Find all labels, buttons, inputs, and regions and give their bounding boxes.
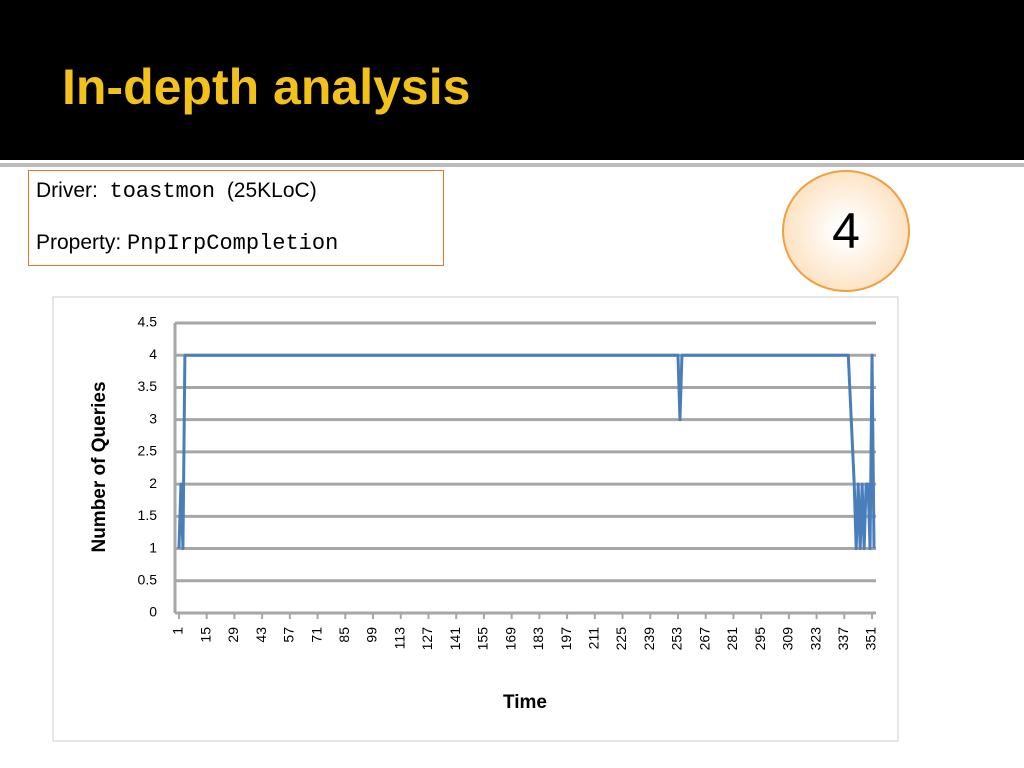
header: [0, 0, 1024, 160]
y-axis-title: Number of Queries: [89, 381, 110, 552]
x-tick-label: 57: [281, 627, 297, 643]
x-tick-label: 183: [530, 627, 546, 651]
x-tick-label: 141: [447, 627, 463, 651]
badge: 4: [782, 170, 910, 292]
y-tick-label: 4: [149, 346, 157, 362]
x-tick-label: 127: [419, 627, 435, 651]
x-tick-label: 211: [586, 627, 602, 650]
label: Property:: [36, 231, 122, 254]
x-tick-label: 29: [225, 627, 241, 643]
x-tick-label: 169: [502, 627, 518, 651]
y-tick-label: 2: [149, 475, 157, 491]
label: Driver:: [36, 179, 98, 202]
divider: [0, 163, 1024, 167]
x-tick-label: 113: [391, 627, 407, 650]
y-tick-label: 1.5: [138, 507, 158, 523]
x-tick-label: 197: [558, 627, 574, 651]
data-line: [177, 353, 876, 551]
driver: toastmon: [109, 179, 216, 204]
y-tick-label: 2.5: [138, 443, 158, 459]
x-tick-label: 1: [170, 627, 186, 635]
y-tick-label: 3: [149, 410, 157, 426]
x-tick-label: 15: [197, 627, 213, 643]
y-tick-label: 4.5: [138, 314, 158, 330]
x-tick-label: 239: [641, 627, 657, 651]
x-tick-label: 99: [364, 627, 380, 643]
x-tick-label: 295: [752, 627, 768, 651]
info-box: Driver: toastmon (25KLoC) Property: PnpI…: [28, 170, 444, 266]
x-axis-title: Time: [503, 692, 547, 713]
property-row: Property: PnpIrpCompletion: [36, 231, 338, 256]
property: PnpIrpCompletion: [127, 231, 339, 256]
x-tick-label: 337: [835, 627, 851, 651]
y-tick-label: 0: [149, 604, 157, 620]
x-tick-label: 323: [807, 627, 823, 651]
x-tick-label: 71: [308, 627, 324, 643]
driver-row: Driver: toastmon (25KLoC): [36, 179, 317, 204]
x-tick-label: 155: [475, 627, 491, 651]
x-tick-label: 309: [780, 627, 796, 651]
x-tick-label: 43: [253, 627, 269, 643]
x-tick-label: 281: [724, 627, 740, 651]
chart-frame: [52, 296, 899, 742]
size: (25KLoC): [226, 179, 317, 202]
slide-title: In-depth analysis: [62, 59, 471, 115]
x-tick-label: 351: [863, 627, 879, 651]
y-tick-label: 1: [149, 539, 157, 555]
x-tick-label: 267: [696, 627, 712, 651]
x-tick-label: 253: [669, 627, 685, 651]
x-tick-label: 225: [613, 627, 629, 651]
y-tick-label: 3.5: [138, 378, 158, 394]
y-tick-label: 0.5: [138, 571, 158, 587]
x-tick-label: 85: [336, 627, 352, 643]
